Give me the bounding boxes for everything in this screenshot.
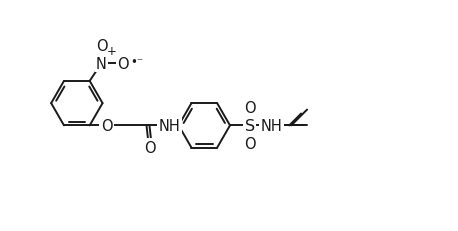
Text: +: + — [106, 45, 116, 58]
Text: S: S — [245, 118, 255, 133]
Text: O: O — [244, 136, 256, 151]
Text: O: O — [244, 101, 256, 116]
Text: O: O — [117, 56, 129, 71]
Text: O: O — [101, 118, 112, 133]
Text: •⁻: •⁻ — [130, 55, 143, 68]
Text: NH: NH — [261, 118, 283, 133]
Text: NH: NH — [159, 118, 180, 133]
Text: N: N — [96, 56, 107, 71]
Text: O: O — [144, 140, 156, 155]
Text: O: O — [96, 39, 107, 54]
